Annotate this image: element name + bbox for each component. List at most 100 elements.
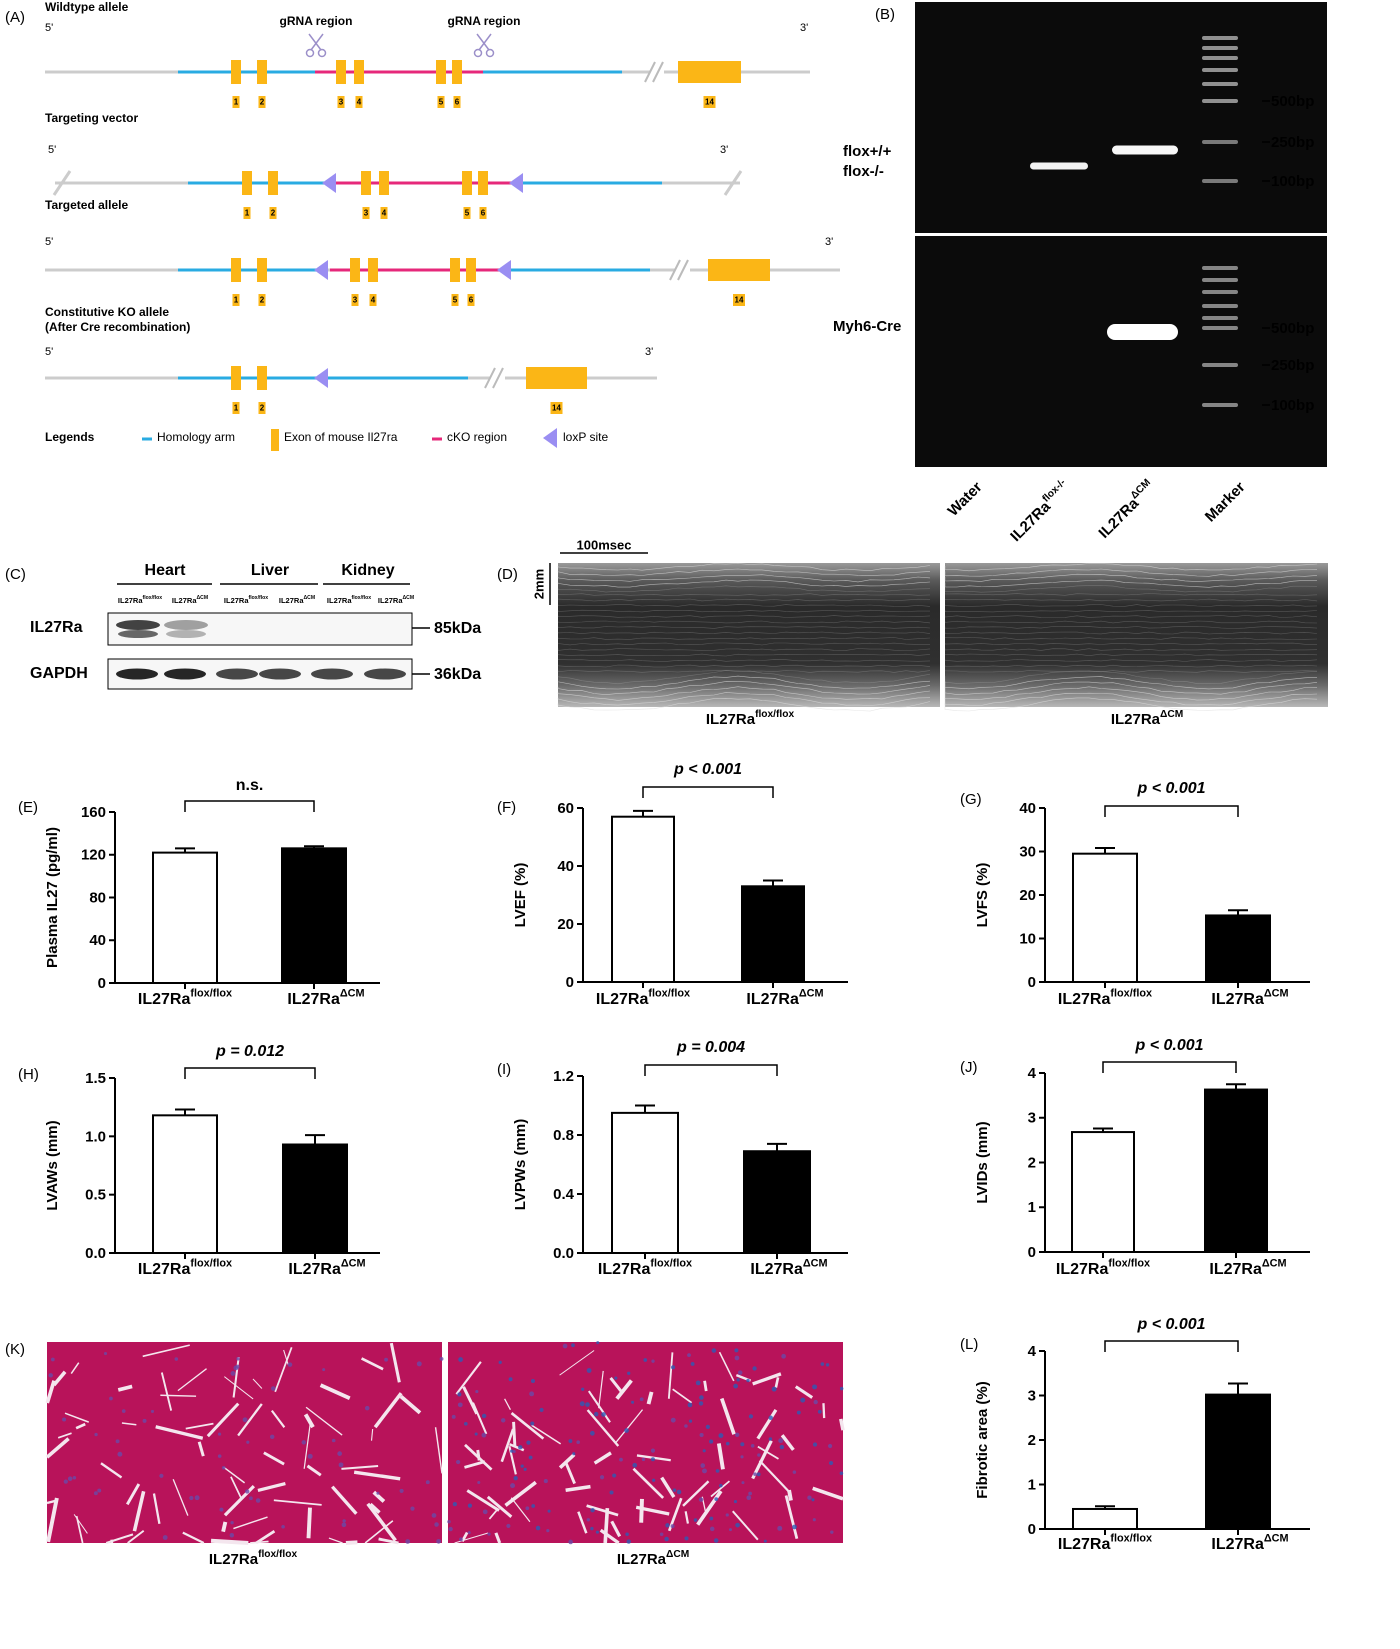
blot-band [164, 668, 206, 680]
legend-item: cKO region [447, 430, 507, 444]
x-tick-label: IL27RaΔCM [288, 1257, 365, 1278]
nucleus [456, 1459, 461, 1465]
row-title: Constitutive KO allele [45, 305, 169, 319]
echo-trace [944, 563, 1318, 572]
nucleus [482, 1509, 488, 1515]
genotype-label: Myh6-Cre [833, 318, 901, 335]
tissue-gap [710, 1480, 731, 1498]
tissue-gap [172, 1479, 189, 1516]
label-sup: flox/flox [190, 1257, 232, 1269]
exon-number: 4 [357, 98, 362, 107]
y-axis-label: LVAWs (mm) [44, 1120, 61, 1210]
exon-tag [703, 96, 716, 108]
y-tick-label: 4 [1028, 1065, 1037, 1082]
nucleus [595, 1530, 600, 1534]
exon [257, 366, 267, 390]
echo-trace [944, 620, 1318, 624]
tissue-gap [70, 1362, 80, 1374]
annotation: p = 0.012 [215, 1043, 284, 1060]
echo-trace [944, 664, 1318, 668]
tissue-gap [373, 1392, 403, 1429]
nucleus [221, 1465, 226, 1470]
tissue-gap [586, 1504, 619, 1517]
nucleus [457, 1402, 463, 1408]
nucleus [705, 1424, 710, 1430]
tissue-gap [353, 1470, 401, 1481]
echo-trace [557, 593, 931, 596]
exon-number: 6 [455, 98, 460, 107]
nucleus [736, 1378, 740, 1382]
exon-tag [337, 96, 345, 108]
echo-trace [557, 615, 931, 618]
ladder-band [1202, 99, 1238, 103]
echo-trace [944, 670, 1318, 673]
blot-band [116, 668, 158, 680]
exon-number: 1 [245, 209, 250, 218]
exon-tag [258, 96, 266, 108]
tissue-gap [185, 1422, 214, 1430]
echo-trace [557, 664, 931, 668]
tissue-gap [510, 1412, 545, 1440]
blot-band [311, 668, 353, 680]
label-base: IL27Ra [224, 596, 249, 605]
legend-item: loxP site [563, 430, 608, 444]
nucleus [687, 1402, 693, 1408]
y-tick-label: 1.2 [553, 1068, 574, 1085]
nucleus [287, 1362, 293, 1367]
tissue-gap [319, 1383, 351, 1401]
tissue-gap [615, 1379, 633, 1400]
nucleus [162, 1535, 168, 1540]
nucleus [399, 1488, 404, 1493]
tissue-gap [751, 1440, 773, 1480]
tissue-gap [232, 1356, 240, 1398]
size-label: 500bp [1271, 320, 1314, 337]
y-tick-label: 0.8 [553, 1127, 574, 1144]
nucleus [217, 1432, 222, 1436]
nucleus [839, 1471, 844, 1476]
nucleus [693, 1518, 698, 1522]
tissue-gap [609, 1377, 623, 1393]
nucleus [700, 1463, 706, 1468]
nucleus [750, 1444, 755, 1448]
nucleus [481, 1413, 487, 1419]
nucleus [650, 1457, 655, 1462]
nucleus [676, 1489, 682, 1495]
blot-band [118, 630, 158, 638]
scale-label: 2mm [531, 569, 546, 599]
tissue-gap [303, 1413, 315, 1429]
nucleus [458, 1357, 464, 1362]
label-sup: ΔCM [799, 987, 824, 999]
tissue-gap [464, 1443, 493, 1471]
bar [743, 1150, 811, 1254]
tissue-gap [255, 1530, 276, 1545]
exon-tag [258, 402, 266, 414]
x-tick-label: IL27RaΔCM [1211, 1532, 1288, 1553]
label-base: IL27Ra [209, 1551, 259, 1568]
label-sup: ΔCM [403, 595, 415, 601]
tissue-gap [639, 1498, 644, 1523]
nucleus [48, 1373, 53, 1378]
nucleus [664, 1536, 669, 1542]
tissue-gap [780, 1434, 795, 1451]
lane-label: Marker [1202, 479, 1249, 526]
tissue-gap [177, 1368, 207, 1392]
annotation: p < 0.001 [1136, 780, 1205, 797]
echo-trace [944, 697, 1318, 712]
echo-trace [944, 593, 1318, 596]
exon-tag [479, 207, 487, 219]
legend-swatch [271, 429, 279, 451]
nucleus [614, 1376, 618, 1380]
panel-label: (K) [5, 1341, 25, 1358]
nucleus [245, 1489, 250, 1494]
tissue-gap [787, 1489, 793, 1501]
ladder-band [1202, 316, 1238, 320]
group-label: IL27Raflox/flox [209, 1549, 298, 1568]
significance-bracket [644, 1064, 778, 1076]
nucleus [734, 1348, 739, 1353]
nucleus [543, 1479, 548, 1484]
significance-bracket [1104, 1340, 1239, 1352]
bar [611, 1111, 679, 1254]
x-tick-label: IL27Raflox/flox [138, 987, 232, 1008]
tissue-gap [389, 1342, 401, 1383]
nucleus [728, 1528, 733, 1532]
